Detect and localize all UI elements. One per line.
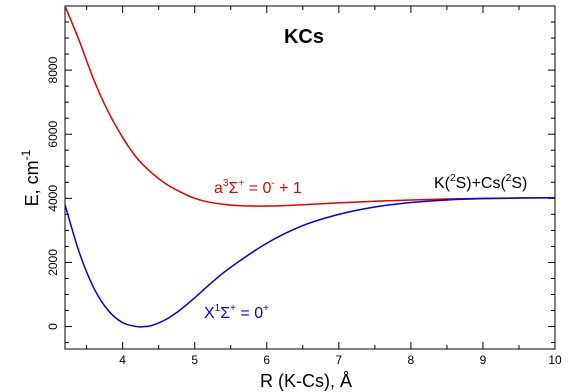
triplet-state-label: a3Σ+ = 0- + 1	[214, 178, 302, 197]
singlet-ground-state-label-superscript: +	[230, 303, 236, 314]
singlet-ground-state-label-superscript: +	[263, 303, 269, 314]
y-tick-label: 2000	[46, 249, 60, 276]
x-tick-label: 10	[548, 353, 562, 367]
triplet-state-label-text: + 1	[275, 180, 302, 197]
x-tick-label: 5	[191, 353, 198, 367]
chart-title: KCs	[284, 26, 324, 48]
y-tick-label: 6000	[46, 121, 60, 148]
series-layer	[65, 6, 555, 328]
x-tick-label: 8	[408, 353, 415, 367]
x-tick-label: 6	[263, 353, 270, 367]
y-axis-title: E, cm-1	[19, 149, 42, 206]
x-axis: 4 5 6 7 8 9 10	[86, 6, 562, 367]
asymptote-label-text: K(	[434, 175, 451, 192]
asymptote-label: K(2S)+Cs(2S)	[434, 173, 527, 192]
triplet-state-label-superscript: 3	[223, 178, 229, 189]
triplet-state-label-superscript: +	[238, 178, 244, 189]
triplet-state-curve	[65, 6, 555, 207]
singlet-ground-state-label-superscript: 1	[215, 303, 221, 314]
singlet-ground-state-label-text: Σ	[220, 305, 230, 322]
plot-frame	[64, 5, 556, 350]
singlet-ground-state-label-text: X	[204, 305, 215, 322]
singlet-ground-state-label-text: = 0	[236, 305, 263, 322]
y-axis: 0 2000 4000 6000 8000	[46, 21, 555, 344]
x-axis-title: R (K-Cs), Å	[260, 371, 352, 391]
x-tick-label: 7	[335, 353, 342, 367]
asymptote-label-superscript: 2	[450, 173, 456, 184]
asymptote-label-text: S)	[511, 175, 527, 192]
y-axis-title-exponent: -1	[19, 149, 33, 160]
triplet-state-label-superscript: -	[271, 178, 274, 189]
y-tick-label: 8000	[46, 56, 60, 83]
asymptote-label-superscript: 2	[506, 173, 512, 184]
singlet-ground-state-label: X1Σ+ = 0+	[204, 303, 269, 322]
triplet-state-label-text: = 0	[244, 180, 271, 197]
y-axis-title-main: E, cm	[22, 160, 42, 206]
triplet-state-label-text: Σ	[228, 180, 238, 197]
x-tick-label: 9	[480, 353, 487, 367]
asymptote-label-text: S)+Cs(	[456, 175, 507, 192]
singlet-ground-state-curve	[65, 196, 555, 328]
y-tick-label: 4000	[46, 185, 60, 212]
x-tick-label: 4	[119, 353, 126, 367]
triplet-state-label-text: a	[214, 180, 223, 197]
y-tick-label: 0	[46, 323, 60, 330]
